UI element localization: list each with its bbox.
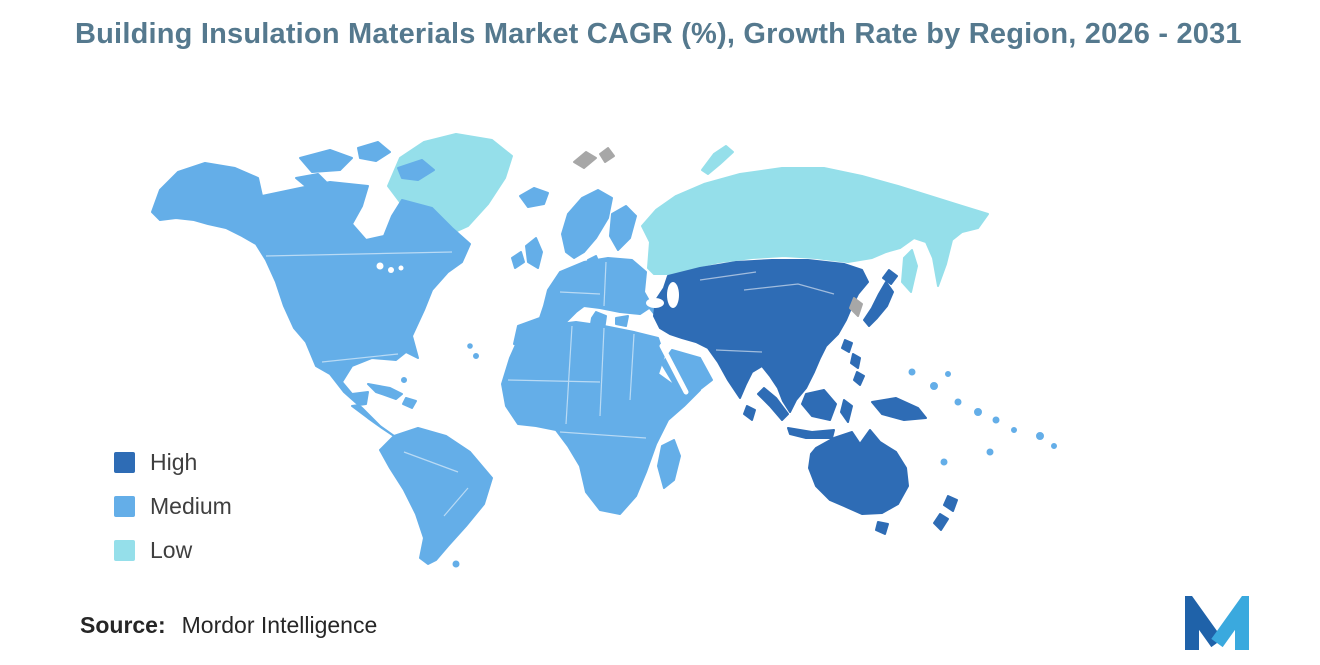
region-indonesia bbox=[757, 387, 927, 439]
black-sea bbox=[646, 298, 664, 308]
philippine-island bbox=[850, 353, 861, 369]
mordor-intelligence-logo bbox=[1185, 596, 1249, 650]
great-lake bbox=[376, 262, 384, 270]
region-taiwan bbox=[841, 339, 853, 353]
region-italy bbox=[585, 311, 607, 357]
region-british-isles bbox=[511, 237, 543, 269]
italy-mainland bbox=[589, 311, 607, 343]
island-tasmania bbox=[875, 521, 889, 535]
logo-right-stroke bbox=[1211, 596, 1249, 650]
legend-item-low: Low bbox=[114, 537, 232, 564]
persian-gulf bbox=[682, 340, 700, 352]
region-philippines bbox=[850, 353, 865, 386]
source-value: Mordor Intelligence bbox=[181, 612, 378, 638]
region-asia-mainland bbox=[653, 259, 869, 413]
region-novaya-zemlya bbox=[701, 145, 734, 175]
region-finland bbox=[609, 205, 637, 251]
region-pacific-islands bbox=[908, 368, 1057, 466]
source-line: Source: Mordor Intelligence bbox=[80, 612, 377, 639]
region-russia bbox=[641, 167, 989, 287]
philippine-island bbox=[853, 371, 865, 386]
region-sri-lanka bbox=[743, 405, 756, 421]
logo-left-stroke bbox=[1185, 596, 1223, 650]
region-north-america bbox=[151, 162, 471, 437]
inland-seas bbox=[376, 262, 700, 395]
region-svalbard bbox=[573, 147, 615, 169]
region-atlantic-islands bbox=[401, 343, 479, 568]
region-africa bbox=[501, 321, 701, 515]
island-sulawesi bbox=[840, 399, 853, 423]
legend-label-high: High bbox=[150, 449, 198, 475]
legend-item-high: High bbox=[114, 449, 232, 476]
region-greece bbox=[615, 315, 629, 327]
island-sumatra bbox=[757, 387, 789, 421]
region-caribbean bbox=[367, 383, 417, 409]
svalbard-island bbox=[599, 147, 615, 163]
island-borneo bbox=[801, 389, 837, 421]
svalbard-island bbox=[573, 151, 597, 169]
region-iceland bbox=[519, 187, 549, 208]
legend-label-low: Low bbox=[150, 537, 193, 563]
legend: High Medium Low bbox=[114, 449, 232, 564]
region-sakhalin bbox=[901, 249, 918, 293]
region-arctic-islands bbox=[295, 141, 435, 189]
region-europe bbox=[513, 257, 653, 353]
source-label: Source: bbox=[80, 612, 166, 638]
region-denmark bbox=[587, 255, 600, 267]
legend-swatch-medium bbox=[114, 496, 135, 517]
caspian-sea bbox=[667, 282, 679, 308]
island-sicily bbox=[585, 347, 599, 357]
island-hokkaido bbox=[882, 269, 898, 285]
great-lake bbox=[388, 267, 394, 273]
red-sea bbox=[659, 343, 689, 395]
legend-swatch-high bbox=[114, 452, 135, 473]
legend-swatch-low bbox=[114, 540, 135, 561]
australia-mainland bbox=[808, 429, 909, 515]
island-java bbox=[787, 427, 835, 439]
region-south-america bbox=[379, 427, 493, 565]
island-new-guinea bbox=[871, 397, 927, 421]
region-new-zealand bbox=[933, 495, 958, 531]
island-honshu bbox=[863, 281, 894, 327]
legend-label-medium: Medium bbox=[150, 493, 232, 519]
legend-item-medium: Medium bbox=[114, 493, 232, 520]
chart-title: Building Insulation Materials Market CAG… bbox=[75, 18, 1242, 50]
arctic-island bbox=[299, 149, 353, 173]
arctic-island bbox=[397, 159, 435, 181]
great-lake bbox=[398, 265, 404, 271]
region-madagascar bbox=[657, 439, 681, 489]
nz-north-island bbox=[943, 495, 958, 512]
arctic-island bbox=[295, 173, 327, 189]
nz-south-island bbox=[933, 513, 949, 531]
region-japan bbox=[863, 269, 898, 327]
island-cuba bbox=[367, 383, 403, 400]
region-australia bbox=[808, 429, 909, 535]
island-hispaniola bbox=[402, 397, 417, 409]
island-ireland bbox=[511, 251, 525, 269]
country-borders bbox=[265, 251, 835, 517]
island-great-britain bbox=[525, 237, 543, 269]
region-arabia bbox=[661, 349, 713, 395]
region-scandinavia bbox=[561, 189, 613, 259]
arctic-island bbox=[357, 141, 391, 162]
region-korea bbox=[849, 297, 863, 317]
